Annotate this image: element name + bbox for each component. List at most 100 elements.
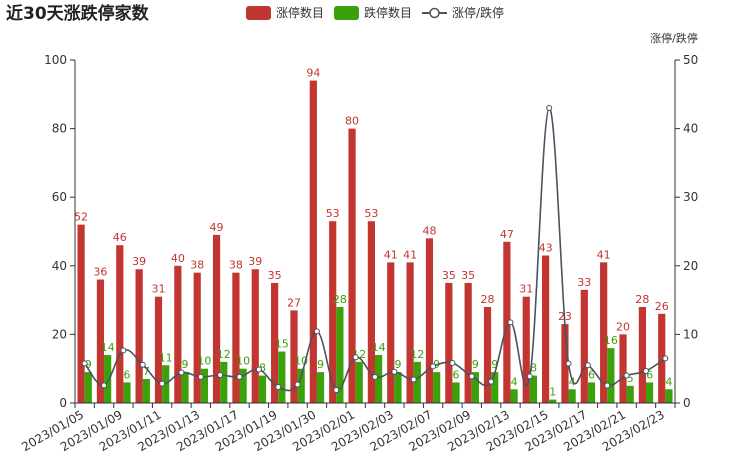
left-tick-label: 20 [52, 327, 67, 341]
bar-down [316, 372, 325, 403]
x-axis: 2023/01/052023/01/092023/01/112023/01/13… [19, 402, 676, 454]
bar-down-label: 12 [410, 348, 424, 361]
ratio-point [391, 368, 398, 375]
bar-down-label: 6 [123, 368, 130, 381]
bar-up [522, 296, 530, 403]
bar-down-label: 9 [182, 358, 189, 371]
bar-down-label: 12 [217, 348, 231, 361]
bar-up-label: 52 [74, 211, 88, 224]
bar-down-label: 9 [491, 358, 498, 371]
bar-up [367, 221, 375, 403]
bar-down-label: 28 [333, 293, 347, 306]
right-tick-label: 50 [683, 53, 698, 67]
right-tick-label: 20 [683, 259, 698, 273]
ratio-point [430, 363, 437, 370]
bar-down-label: 10 [236, 355, 250, 368]
bar-down-label: 9 [317, 358, 324, 371]
bar-up-label: 53 [326, 207, 340, 220]
bar-down [394, 372, 402, 403]
ratio-point [178, 369, 185, 376]
bar-up [271, 282, 279, 403]
bar-up [193, 272, 201, 403]
bar-down [549, 399, 557, 403]
series-up-labels: 52 36 46 39 31 40 38 49 38 39 35 27 94 53 80 53 41 41 48 35… [74, 67, 669, 334]
ratio-point [468, 373, 475, 380]
bar-up-label: 38 [190, 259, 204, 272]
bar-up-label: 53 [364, 207, 378, 220]
left-tick-label: 100 [44, 53, 67, 67]
ratio-point [662, 355, 669, 362]
bar-up-label: 28 [635, 293, 649, 306]
ratio-point [372, 374, 378, 381]
bar-up [425, 238, 434, 403]
legend-swatch-down[interactable] [334, 6, 359, 20]
legend[interactable]: 涨停数目 跌停数目 涨停/跌停 [246, 5, 504, 20]
bar-down [123, 382, 131, 403]
bar-up-label: 38 [229, 259, 243, 272]
bar-up [445, 282, 453, 403]
bar-up [232, 272, 240, 403]
bar-up-label: 28 [481, 293, 495, 306]
ratio-point [410, 376, 417, 383]
ratio-point [623, 372, 630, 379]
series-up-bars [77, 80, 666, 403]
bar-down [375, 354, 383, 403]
bar-up [464, 282, 472, 403]
bar-down [491, 372, 499, 403]
bar-down-label: 4 [665, 375, 672, 388]
ratio-point [255, 366, 262, 373]
bar-down [355, 361, 363, 403]
bar-down-label: 1 [549, 386, 556, 399]
bar-down [452, 382, 460, 403]
legend-swatch-up[interactable] [246, 6, 271, 20]
bar-up [503, 241, 511, 403]
right-tick-label: 0 [683, 396, 691, 410]
legend-label-ratio[interactable]: 涨停/跌停 [452, 5, 504, 20]
bar-down-label: 5 [627, 372, 634, 385]
bar-up-label: 41 [384, 248, 398, 261]
bar-up-label: 48 [422, 224, 436, 237]
ratio-point [333, 387, 340, 394]
ratio-point [584, 362, 591, 369]
bar-down-label: 6 [646, 368, 653, 381]
bar-up [619, 334, 627, 403]
bar-down [529, 375, 538, 403]
legend-label-up[interactable]: 涨停数目 [276, 5, 324, 20]
bar-up-label: 47 [500, 228, 514, 241]
bar-down-label: 14 [101, 341, 115, 354]
legend-swatch-ratio-marker[interactable] [429, 7, 440, 19]
bar-up [77, 224, 85, 403]
bar-up [348, 128, 356, 403]
ratio-point [275, 384, 282, 391]
ratio-point [604, 382, 611, 389]
bar-down-label: 9 [394, 358, 401, 371]
bar-up-label: 35 [442, 269, 456, 282]
bar-up [251, 269, 259, 403]
ratio-point [197, 373, 204, 380]
bar-up-label: 36 [93, 266, 107, 279]
ratio-point [236, 373, 243, 380]
right-tick-label: 40 [683, 122, 698, 136]
bar-up [212, 234, 221, 403]
bar-down [413, 361, 421, 403]
right-axis-name: 涨停/跌停 [650, 31, 698, 45]
bar-up [290, 310, 298, 403]
bar-up-label: 39 [132, 255, 146, 268]
bar-down-label: 8 [259, 362, 266, 375]
bar-up [116, 245, 124, 403]
ratio-point [120, 347, 127, 354]
bar-up-label: 31 [519, 283, 533, 296]
ratio-point [507, 319, 514, 326]
bar-down-label: 7 [143, 365, 150, 378]
bar-down [162, 365, 170, 403]
bar-down [200, 368, 209, 403]
legend-label-down[interactable]: 跌停数目 [364, 5, 412, 20]
ratio-point [313, 328, 320, 335]
left-y-axis: 0 20 40 60 80 100 [44, 53, 76, 410]
ratio-point [449, 360, 456, 367]
bar-down-label: 10 [197, 355, 211, 368]
bar-up [600, 262, 608, 403]
ratio-point [139, 361, 146, 368]
left-tick-label: 60 [52, 190, 67, 204]
